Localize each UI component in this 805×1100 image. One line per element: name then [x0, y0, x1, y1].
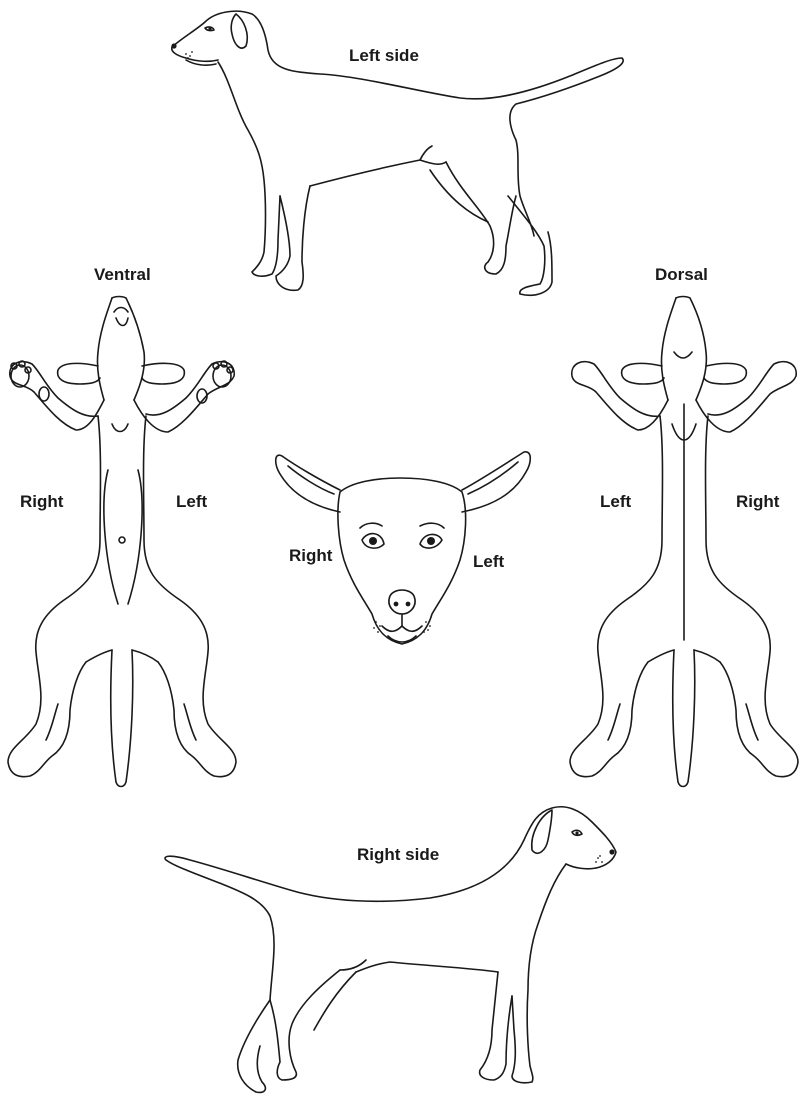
dog-head-front-view — [274, 451, 532, 645]
label-dorsal-left: Left — [600, 492, 632, 511]
label-head-right: Right — [289, 546, 333, 565]
dog-dorsal-view — [569, 295, 799, 788]
dog-ventral-view — [7, 295, 237, 788]
dog-right-side-view — [164, 806, 617, 1094]
label-ventral-right: Right — [20, 492, 64, 511]
label-head-left: Left — [473, 552, 505, 571]
label-dorsal: Dorsal — [655, 265, 708, 284]
dog-left-side-view — [170, 10, 624, 297]
label-right-side: Right side — [357, 845, 440, 864]
label-left-side: Left side — [349, 46, 419, 65]
label-ventral: Ventral — [94, 265, 151, 284]
label-dorsal-right: Right — [736, 492, 780, 511]
label-ventral-left: Left — [176, 492, 208, 511]
